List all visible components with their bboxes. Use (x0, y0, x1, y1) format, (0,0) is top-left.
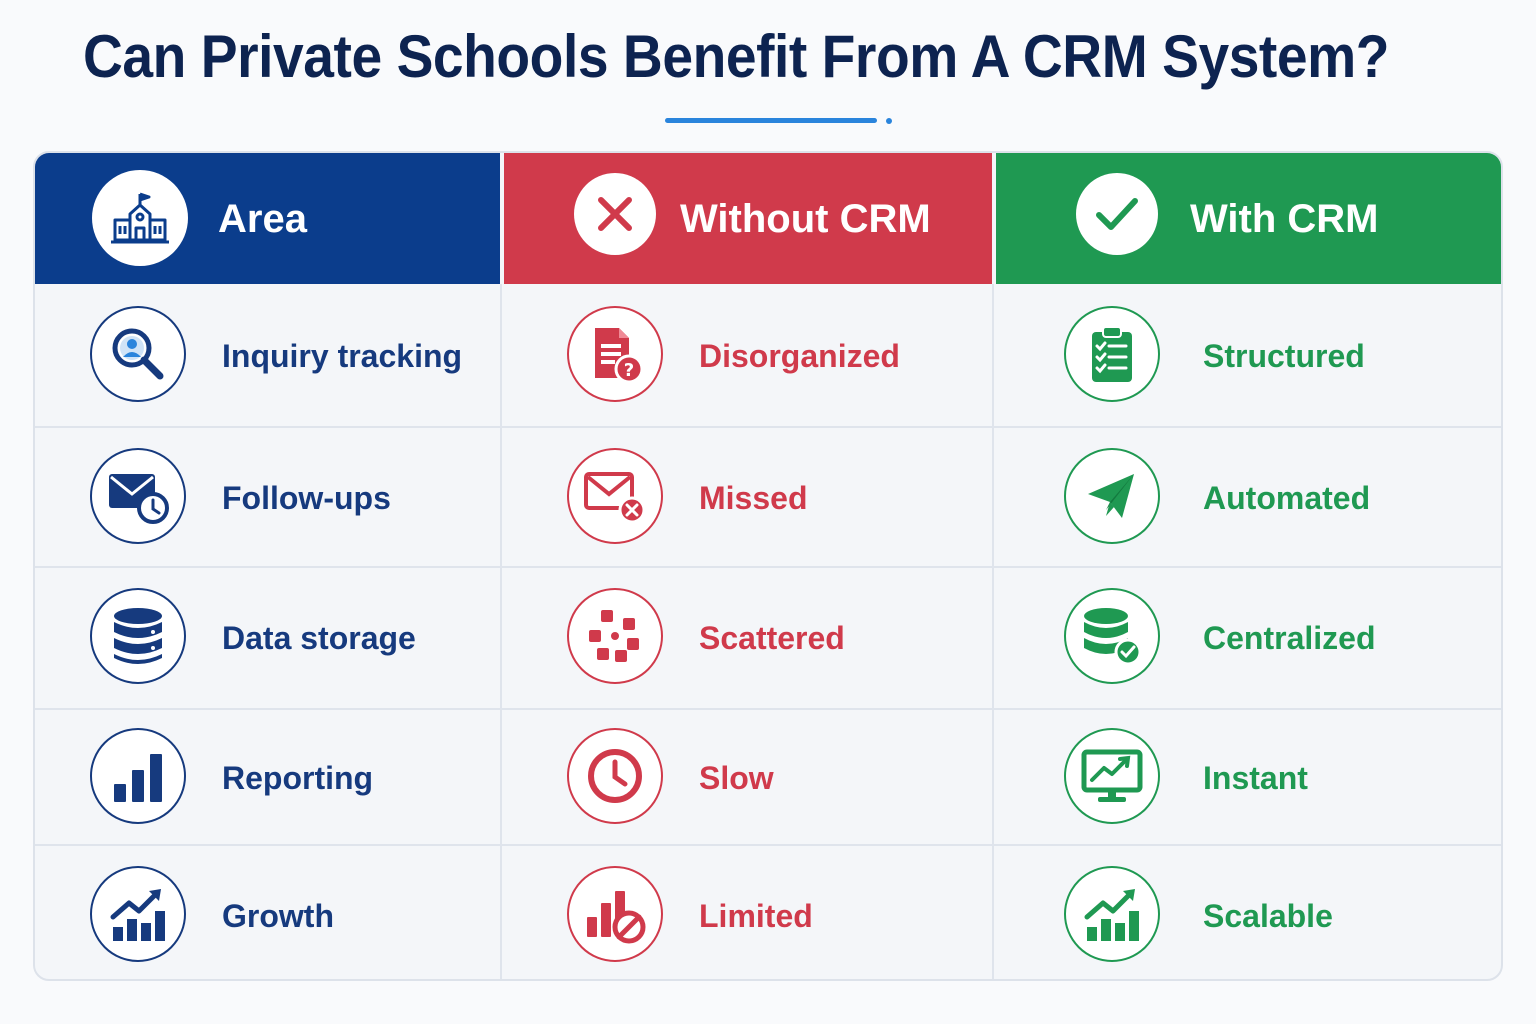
table-row: Growth Limited (35, 846, 1501, 979)
with-crm-cell: Automated (994, 428, 1501, 566)
row-divider (35, 566, 1501, 568)
x-icon (574, 173, 656, 255)
mail-clock-icon (90, 448, 186, 544)
paper-plane-icon (1064, 448, 1160, 544)
row-divider (35, 708, 1501, 710)
with-crm-label: Structured (1203, 338, 1365, 374)
with-crm-label: Centralized (1203, 620, 1376, 656)
row-divider (35, 426, 1501, 428)
area-cell: Follow-ups (35, 428, 500, 566)
with-crm-cell: Instant (994, 708, 1501, 846)
column-divider (500, 284, 502, 979)
area-label: Inquiry tracking (222, 338, 463, 374)
without-crm-label: Disorganized (699, 338, 900, 374)
area-cell: Data storage (35, 568, 500, 706)
without-crm-cell: Slow (502, 708, 992, 846)
page-title: Can Private Schools Benefit From A CRM S… (83, 23, 1389, 90)
chart-blocked-icon (567, 866, 663, 962)
comparison-table: Area Without CRM With CRM (33, 151, 1503, 981)
checklist-clipboard-icon (1064, 306, 1160, 402)
without-crm-label: Missed (699, 480, 808, 516)
with-crm-label: Scalable (1203, 898, 1333, 934)
without-crm-label: Scattered (699, 620, 845, 656)
table-row: Inquiry tracking ? Disorganized (35, 286, 1501, 424)
area-label: Growth (222, 898, 334, 934)
check-icon (1076, 173, 1158, 255)
monitor-chart-icon (1064, 728, 1160, 824)
growth-chart-icon (1064, 866, 1160, 962)
title-underline-dot (886, 118, 892, 124)
table-row: Follow-ups Missed Automated (35, 428, 1501, 566)
column-divider (992, 284, 994, 979)
area-label: Data storage (222, 620, 416, 656)
area-label: Reporting (222, 760, 374, 796)
header-with-crm: With CRM (996, 153, 1501, 284)
without-crm-cell: Limited (502, 846, 992, 979)
without-crm-cell: Missed (502, 428, 992, 566)
row-divider (35, 844, 1501, 846)
with-crm-cell: Centralized (994, 568, 1501, 706)
with-crm-cell: Scalable (994, 846, 1501, 979)
with-crm-label: Instant (1203, 760, 1308, 796)
database-icon (90, 588, 186, 684)
school-icon (92, 170, 188, 266)
without-crm-cell: Scattered (502, 568, 992, 706)
svg-text:?: ? (624, 360, 634, 381)
search-user-icon (90, 306, 186, 402)
without-crm-cell: ? Disorganized (502, 286, 992, 424)
growth-chart-icon (90, 866, 186, 962)
title-underline (665, 118, 877, 123)
clock-icon (567, 728, 663, 824)
area-cell: Inquiry tracking (35, 286, 500, 424)
header-area-label: Area (218, 197, 307, 241)
table-row: Data storage Scattered (35, 568, 1501, 706)
table-row: Reporting Slow Instant (35, 708, 1501, 846)
with-crm-cell: Structured (994, 286, 1501, 424)
header-without-crm-label: Without CRM (680, 197, 931, 241)
area-label: Follow-ups (222, 480, 391, 516)
bar-chart-icon (90, 728, 186, 824)
header-without-crm: Without CRM (504, 153, 992, 284)
mail-x-icon (567, 448, 663, 544)
header-with-crm-label: With CRM (1190, 197, 1379, 241)
without-crm-label: Slow (699, 760, 774, 796)
scattered-squares-icon (567, 588, 663, 684)
with-crm-label: Automated (1203, 480, 1371, 516)
area-cell: Reporting (35, 708, 500, 846)
without-crm-label: Limited (699, 898, 813, 934)
database-check-icon (1064, 588, 1160, 684)
area-cell: Growth (35, 846, 500, 979)
document-question-icon: ? (567, 306, 663, 402)
header-area: Area (35, 153, 500, 284)
